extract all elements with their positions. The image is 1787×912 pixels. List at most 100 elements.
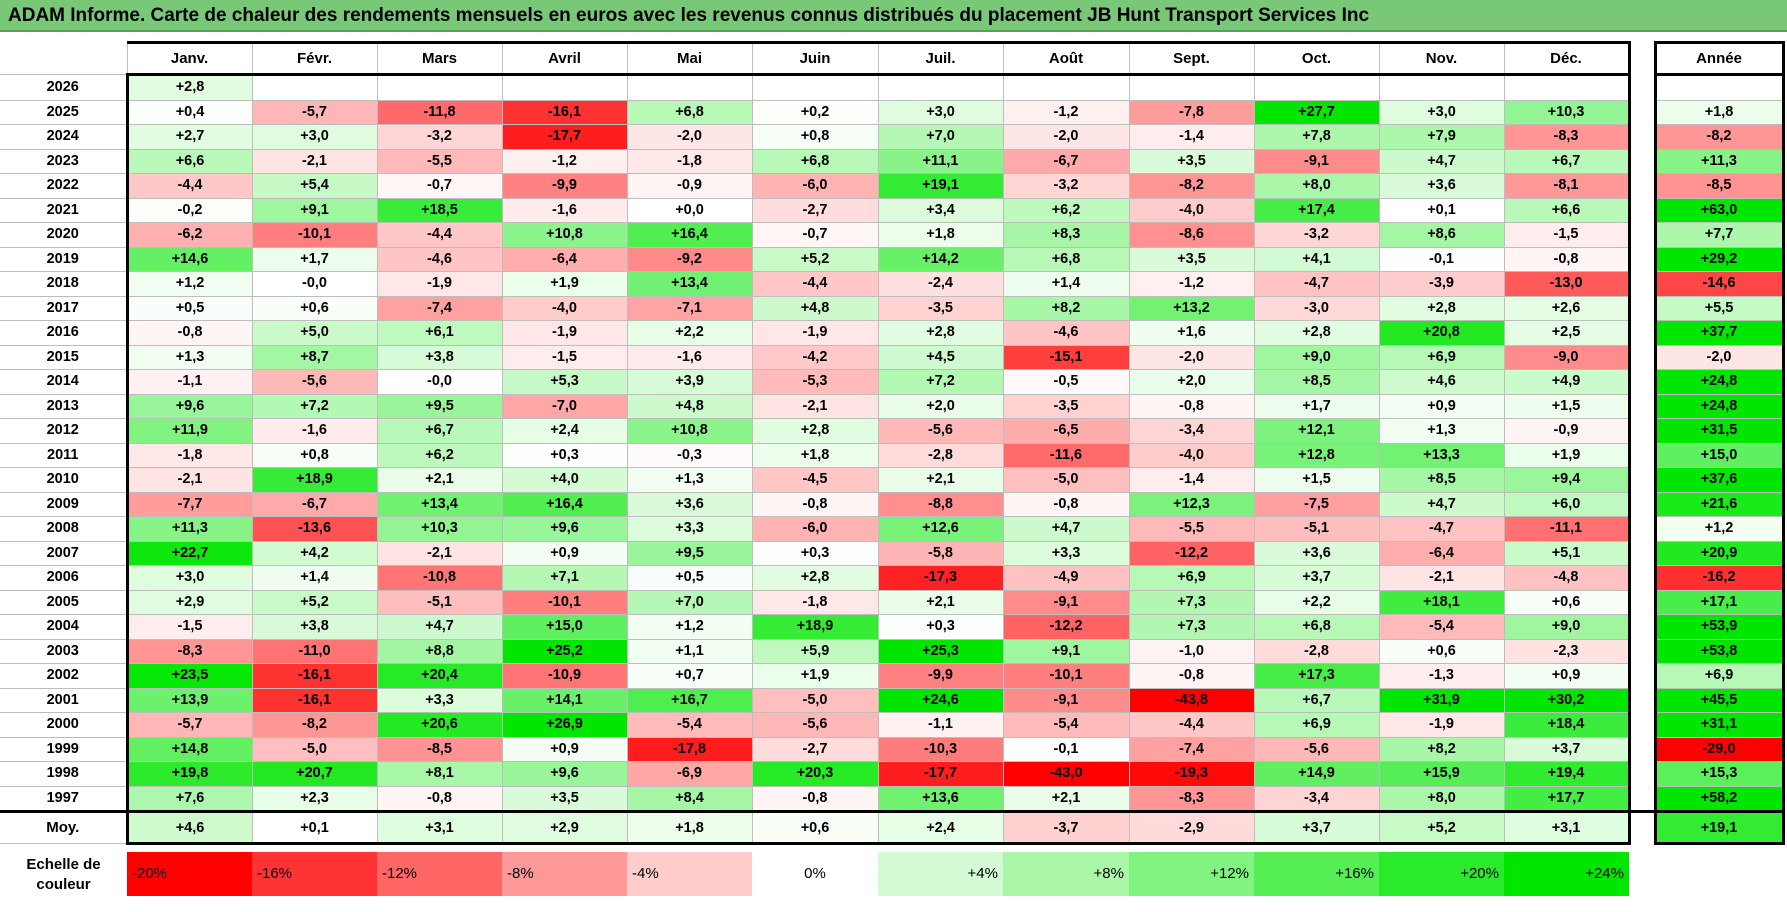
heatmap-cell: -0,7 xyxy=(376,173,503,199)
heatmap-cell: -3,2 xyxy=(1253,222,1380,248)
heatmap-cell: +19,8 xyxy=(126,761,253,787)
heatmap-cell: +3,5 xyxy=(1128,246,1255,272)
heatmap-cell: -11,6 xyxy=(1002,442,1130,468)
column-gap xyxy=(1629,565,1655,590)
annual-cell xyxy=(1653,74,1785,101)
heatmap-cell: -4,4 xyxy=(1128,712,1255,738)
heatmap-cell: +6,6 xyxy=(1503,197,1631,223)
column-gap xyxy=(1629,467,1655,492)
heatmap-cell: -10,1 xyxy=(251,222,378,248)
heatmap-cell: -5,6 xyxy=(751,712,879,738)
annual-cell: +58,2 xyxy=(1653,785,1785,813)
heatmap-cell: +7,2 xyxy=(251,393,378,419)
heatmap-cell: +5,1 xyxy=(1503,540,1631,566)
heatmap-cell: +6,8 xyxy=(751,148,879,174)
year-row: 2015 +1,3 +8,7 +3,8 -1,5 -1,6 -4,2 +4,5 -15,1 -2,… xyxy=(0,344,1785,370)
heatmap-cell: +1,7 xyxy=(251,246,378,272)
color-scale-stop: +16% xyxy=(1254,852,1379,896)
heatmap-cell: +9,5 xyxy=(626,540,753,566)
annual-cell: +53,8 xyxy=(1653,638,1785,664)
heatmap-cell: +7,0 xyxy=(626,589,753,615)
heatmap-cell: +3,3 xyxy=(376,687,503,713)
heatmap-cell: +24,6 xyxy=(877,687,1004,713)
annual-cell: -29,0 xyxy=(1653,736,1785,762)
heatmap-cell: +3,6 xyxy=(1253,540,1380,566)
heatmap-cell: +19,4 xyxy=(1503,761,1631,787)
heatmap-cell: -2,7 xyxy=(751,736,879,762)
heatmap-cell: -0,8 xyxy=(1002,491,1130,517)
heatmap-cell: -2,1 xyxy=(751,393,879,419)
heatmap-cell: -5,3 xyxy=(751,369,879,395)
heatmap-cell: +7,1 xyxy=(501,565,628,591)
heatmap-cell: +14,1 xyxy=(501,687,628,713)
column-gap xyxy=(1629,100,1655,125)
heatmap-cell: -7,5 xyxy=(1253,491,1380,517)
heatmap-cell: +0,5 xyxy=(626,565,753,591)
heatmap-cell: +6,7 xyxy=(376,418,503,444)
heatmap-cell: -2,8 xyxy=(1253,638,1380,664)
heatmap-cell: +0,6 xyxy=(1378,638,1505,664)
heatmap-cell: +3,3 xyxy=(1002,540,1130,566)
annual-cell: +31,1 xyxy=(1653,712,1785,738)
year-row: 2026 +2,8 xyxy=(0,74,1785,101)
column-gap xyxy=(1629,173,1655,198)
month-header: Avril xyxy=(501,41,628,76)
year-label: 2019 xyxy=(0,246,129,272)
heatmap-cell: +8,2 xyxy=(1002,295,1130,321)
heatmap-cell: +8,3 xyxy=(1002,222,1130,248)
color-scale-stop: +8% xyxy=(1003,852,1129,896)
heatmap-cell xyxy=(1378,74,1505,101)
heatmap-cell: -4,0 xyxy=(1128,197,1255,223)
heatmap-cell: -1,8 xyxy=(126,442,253,468)
color-scale-label: Echelle de couleur xyxy=(26,856,101,893)
column-gap xyxy=(1629,492,1655,517)
heatmap-cell: +31,9 xyxy=(1378,687,1505,713)
annual-cell: +37,7 xyxy=(1653,320,1785,346)
year-label: 2006 xyxy=(0,565,129,591)
heatmap-cell: -7,4 xyxy=(1128,736,1255,762)
year-row: 2020 -6,2 -10,1 -4,4 +10,8 +16,4 -0,7 +1,8 +8,3-… xyxy=(0,222,1785,248)
heatmap-cell: +15,0 xyxy=(501,614,628,640)
annual-cell: +15,3 xyxy=(1653,761,1785,787)
heatmap-cell: +6,9 xyxy=(1128,565,1255,591)
heatmap-cell: -9,1 xyxy=(1253,148,1380,174)
column-gap xyxy=(1629,541,1655,566)
heatmap-cell: -3,2 xyxy=(376,124,503,150)
year-label: 2023 xyxy=(0,148,129,174)
heatmap-cell: -3,7 xyxy=(1002,811,1130,845)
heatmap-cell: +5,2 xyxy=(251,589,378,615)
heatmap-cell: +9,6 xyxy=(501,761,628,787)
color-scale-stop: -20% xyxy=(127,852,252,896)
heatmap-cell xyxy=(1128,74,1255,101)
heatmap-cell: -1,1 xyxy=(126,369,253,395)
heatmap-cell: -5,7 xyxy=(251,99,378,125)
heatmap-cell: -2,1 xyxy=(251,148,378,174)
year-label: 2005 xyxy=(0,589,129,615)
heatmap-cell: +12,1 xyxy=(1253,418,1380,444)
heatmap-cell: -9,9 xyxy=(877,663,1004,689)
heatmap-cell: +3,9 xyxy=(626,369,753,395)
heatmap-cell: +3,8 xyxy=(376,344,503,370)
heatmap-cell: +6,2 xyxy=(1002,197,1130,223)
year-row: 2010 -2,1 +18,9 +2,1 +4,0 +1,3 -4,5 +2,1 -5,0 -1,… xyxy=(0,467,1785,493)
heatmap-cell: -1,5 xyxy=(501,344,628,370)
heatmap-cell: +6,7 xyxy=(1503,148,1631,174)
year-label: 2022 xyxy=(0,173,129,199)
heatmap-cell: +2,8 xyxy=(751,565,879,591)
heatmap-cell: +18,9 xyxy=(751,614,879,640)
heatmap-cell: +6,1 xyxy=(376,320,503,346)
heatmap-cell: +8,0 xyxy=(1253,173,1380,199)
heatmap-cell: +6,7 xyxy=(1253,687,1380,713)
heatmap-cell: +1,4 xyxy=(1002,271,1130,297)
column-gap xyxy=(1629,614,1655,639)
heatmap-cell: -4,4 xyxy=(126,173,253,199)
heatmap-cell: -2,0 xyxy=(1128,344,1255,370)
heatmap-cell: +0,3 xyxy=(751,540,879,566)
heatmap-cell: +3,7 xyxy=(1503,736,1631,762)
heatmap-cell: +14,6 xyxy=(126,246,253,272)
column-gap xyxy=(1629,296,1655,321)
heatmap-cell: -9,1 xyxy=(1002,687,1130,713)
heatmap-cell: -0,8 xyxy=(1503,246,1631,272)
heatmap-cell: +18,4 xyxy=(1503,712,1631,738)
heatmap-cell: +3,0 xyxy=(1378,99,1505,125)
